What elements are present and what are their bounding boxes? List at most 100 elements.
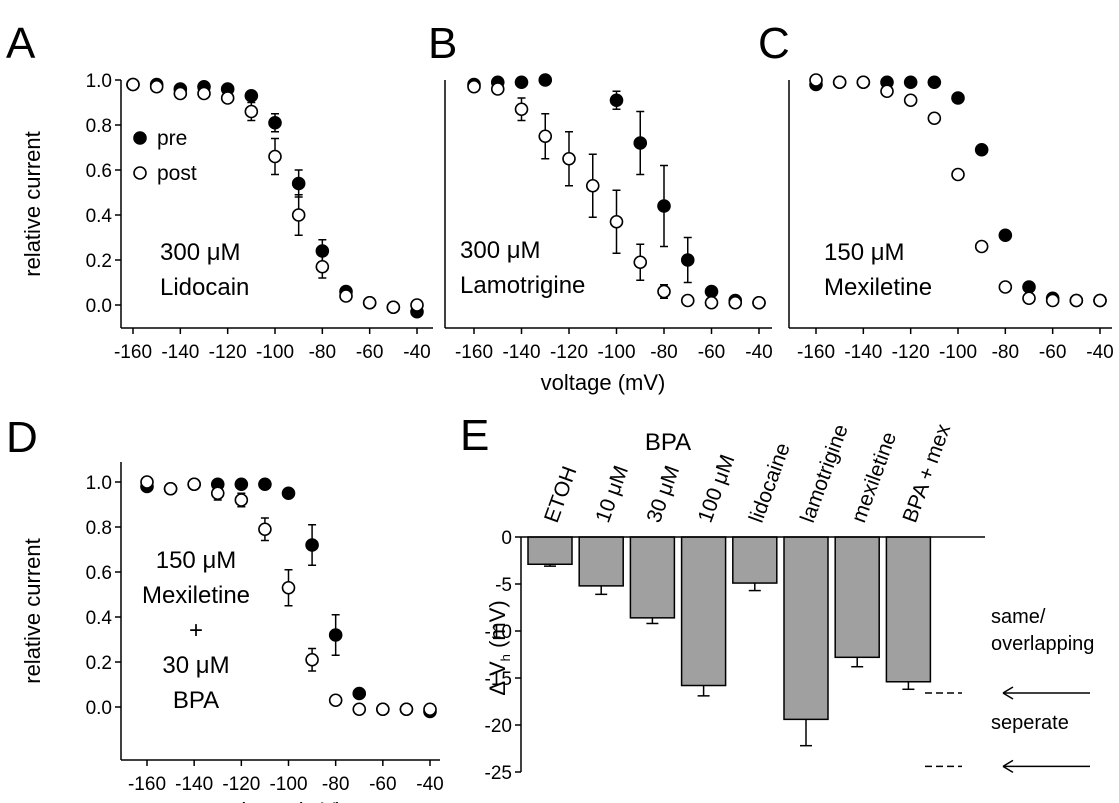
data-point-post [305, 652, 319, 667]
data-point-post [467, 79, 481, 94]
x-tick-label: -120 [550, 342, 588, 363]
data-point-post [856, 75, 871, 90]
data-point-post [210, 486, 225, 501]
data-point-post [704, 295, 719, 310]
error-bar [748, 583, 761, 592]
reference-seperate: seperate [925, 712, 1090, 774]
legend-label: pre [157, 127, 187, 150]
x-tick-label: -100 [939, 342, 977, 363]
y-tick-label: 0.2 [86, 653, 112, 674]
data-point-pre [927, 75, 942, 90]
panel-b: B -160 -140 -120 -100 -80 -60 -40 300 μM Lamotrig… [428, 19, 773, 363]
legend-label: post [157, 162, 197, 185]
x-tick-label: -40 [403, 342, 430, 363]
data-point-post [352, 702, 367, 717]
panel-letter: D [6, 413, 38, 462]
data-point-post [187, 477, 201, 492]
data-point-pre [244, 88, 259, 103]
annotation-line: 150 μM [824, 239, 905, 266]
series-post [140, 475, 437, 717]
axes [788, 80, 1112, 329]
x-tick-label: -80 [309, 342, 336, 363]
legend: pre post [133, 127, 197, 185]
x-tick-label: -120 [892, 342, 930, 363]
category-label: ETOH [540, 463, 581, 525]
data-point-pre [609, 93, 624, 108]
panel-d: D -160 -140 -120 -100 -80 -60 -40 0.0 0.2 0.4 0.6 0.… [6, 413, 444, 803]
data-point-post [399, 702, 414, 717]
data-point-post [728, 295, 743, 310]
data-point-post [562, 151, 576, 166]
series-post [809, 73, 1107, 308]
error-bar [595, 585, 608, 596]
y-tick-label: 0.0 [86, 296, 112, 317]
data-point-post [1022, 291, 1036, 306]
series-post [467, 79, 766, 310]
x-tick-label: -100 [597, 342, 635, 363]
error-bar [851, 657, 864, 668]
data-point-pre [951, 91, 965, 105]
data-point-pre [998, 228, 1013, 243]
data-point-post [339, 289, 353, 303]
data-point-pre [974, 142, 989, 157]
y-tick-label: 0.6 [86, 563, 112, 584]
data-point-pre [704, 284, 719, 299]
annotation-line: 150 μM [156, 547, 237, 574]
x-tick-label: -120 [222, 774, 260, 795]
data-point-post [126, 77, 140, 92]
data-point-post [927, 111, 942, 126]
shared-x-axis-title: voltage (mV) [541, 370, 666, 395]
y-tick-label: -25 [485, 763, 512, 784]
data-point-pre [680, 253, 695, 267]
x-tick-label: -60 [356, 342, 383, 363]
annotation-line: Mexiletine [824, 274, 932, 301]
data-point-post [386, 300, 401, 315]
axes [120, 80, 433, 329]
panel-e: E ETOH 10 μM 30 μM 100 μM lidocaine lamotrigin… [460, 411, 1094, 784]
x-tick-label: -140 [502, 342, 540, 363]
data-point-post [315, 259, 330, 274]
annotation-line: Lamotrigine [460, 272, 585, 299]
y-tick-label: 0.4 [86, 206, 113, 227]
annotation: 150 μM Mexiletine [824, 239, 932, 301]
y-tick-label: 0.0 [86, 698, 112, 719]
data-point-post [1093, 293, 1107, 308]
y-tick-label: 0.8 [86, 518, 112, 539]
x-tick-label: -100 [269, 774, 307, 795]
data-point-post [974, 239, 989, 254]
annotation-line: Lidocain [160, 274, 249, 301]
data-point-post [633, 255, 648, 270]
error-bar [697, 685, 710, 697]
data-point-post [410, 298, 424, 312]
data-point-post [376, 702, 390, 717]
x-tick-label: -60 [369, 774, 396, 795]
data-point-post [832, 75, 847, 90]
data-point-post [281, 580, 296, 595]
data-point-post [752, 295, 766, 310]
bar-30-m [629, 536, 676, 619]
y-tick-label: 0.2 [86, 251, 112, 272]
arrow-head [1002, 759, 1014, 774]
legend-marker-pre [133, 131, 147, 145]
y-tick-label: 0 [501, 528, 512, 549]
axes [444, 80, 772, 329]
data-point-post [609, 214, 624, 229]
y-axis-title: relative current [20, 131, 45, 277]
y-tick-label: 0.4 [86, 608, 113, 629]
series-pre [809, 75, 1107, 308]
data-point-post [657, 284, 671, 299]
series-post [126, 77, 424, 315]
reference-label: same/ [991, 606, 1046, 628]
bar-10-m [578, 536, 624, 587]
data-point-pre [258, 477, 272, 492]
data-point-pre [281, 486, 296, 501]
y-tick-label: -20 [485, 716, 512, 737]
annotation: 300 μM Lamotrigine [460, 237, 585, 299]
data-point-pre [633, 136, 648, 150]
x-tick-label: -160 [797, 342, 835, 363]
x-tick-label: -80 [322, 774, 349, 795]
x-tick-label: -160 [128, 774, 166, 795]
y-tick-label: 0.8 [86, 116, 112, 137]
category-label: 30 μM [642, 463, 684, 526]
